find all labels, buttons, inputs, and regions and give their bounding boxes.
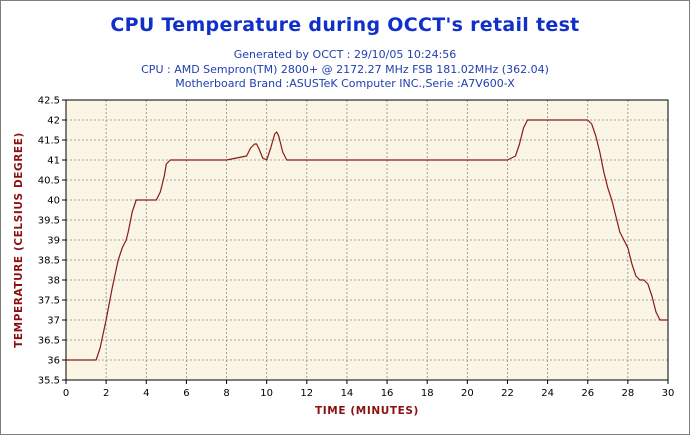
x-tick-label: 28 [621, 388, 634, 399]
y-tick-label: 40 [47, 196, 60, 207]
motherboard-info: Motherboard Brand :ASUSTeK Computer INC.… [175, 77, 515, 90]
x-tick-label: 2 [103, 388, 109, 399]
y-tick-label: 36 [47, 356, 60, 367]
y-tick-label: 35.5 [38, 376, 60, 387]
y-tick-label: 41 [47, 156, 60, 167]
y-tick-label: 38 [47, 276, 60, 287]
y-axis-label: TEMPERATURE (CELSIUS DEGREE) [13, 132, 25, 348]
temperature-series-line [66, 119, 668, 361]
y-axis-ticks: 35.5 36 36.5 37 37.5 38 38.5 39 39.5 40 40.5 41 41.5… [38, 96, 66, 387]
x-tick-label: 8 [223, 388, 229, 399]
y-tick-label: 37.5 [38, 296, 60, 307]
x-tick-label: 30 [662, 388, 675, 399]
x-tick-label: 22 [501, 388, 514, 399]
y-tick-label: 37 [47, 316, 60, 327]
x-tick-label: 6 [183, 388, 189, 399]
x-tick-label: 16 [381, 388, 394, 399]
x-tick-label: 26 [581, 388, 594, 399]
x-tick-label: 10 [260, 388, 273, 399]
x-tick-label: 14 [341, 388, 354, 399]
y-tick-label: 42 [47, 116, 60, 127]
y-tick-label: 42.5 [38, 96, 60, 107]
y-tick-label: 39.5 [38, 216, 60, 227]
generated-info: Generated by OCCT : 29/10/05 10:24:56 [233, 48, 457, 61]
y-tick-label: 38.5 [38, 256, 60, 267]
x-tick-label: 4 [143, 388, 149, 399]
x-axis-label: TIME (MINUTES) [315, 405, 419, 417]
y-tick-label: 40.5 [38, 176, 60, 187]
horizontal-gridlines [66, 119, 668, 361]
x-tick-label: 12 [300, 388, 313, 399]
y-tick-label: 39 [47, 236, 60, 247]
y-tick-label: 36.5 [38, 336, 60, 347]
y-tick-label: 41.5 [38, 136, 60, 147]
chart-title: CPU Temperature during OCCT's retail tes… [110, 14, 580, 36]
x-axis-ticks: 0 2 4 6 8 10 12 14 16 18 20 22 24 26 28 30 [63, 380, 675, 399]
x-tick-label: 18 [421, 388, 434, 399]
x-tick-label: 24 [541, 388, 554, 399]
x-tick-label: 20 [461, 388, 474, 399]
cpu-info: CPU : AMD Sempron(TM) 2800+ @ 2172.27 MH… [141, 63, 549, 76]
x-tick-label: 0 [63, 388, 69, 399]
